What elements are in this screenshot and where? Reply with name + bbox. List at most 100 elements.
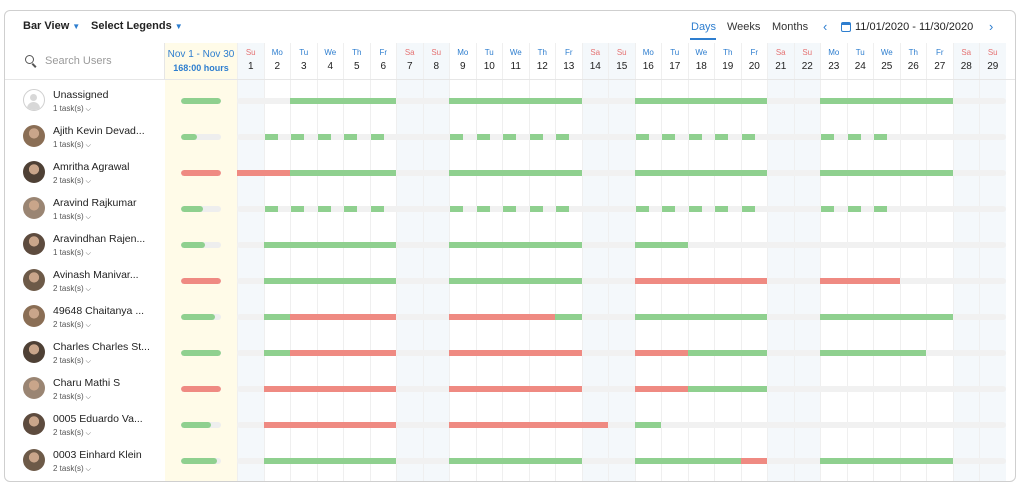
workload-segment[interactable] — [740, 458, 767, 464]
workload-segment-day-6[interactable] — [370, 206, 384, 212]
workload-segment-day-5[interactable] — [344, 206, 358, 212]
workload-segment[interactable] — [290, 314, 396, 320]
workload-segment-day-6[interactable] — [370, 134, 384, 140]
workload-segment-day-18[interactable] — [688, 134, 702, 140]
workload-segment[interactable] — [449, 458, 582, 464]
workload-segment[interactable] — [449, 386, 582, 392]
workload-segment[interactable] — [820, 278, 900, 284]
prev-range-button[interactable]: ‹ — [823, 19, 828, 34]
workload-segment[interactable] — [290, 98, 396, 104]
task-count-toggle[interactable]: 1 task(s) ⌵ — [53, 140, 91, 150]
next-range-button[interactable]: › — [989, 19, 994, 34]
task-count-toggle[interactable]: 2 task(s) ⌵ — [53, 176, 91, 186]
workload-segment[interactable] — [820, 314, 953, 320]
user-row[interactable]: Avinash Manivar... 2 task(s) ⌵ — [5, 263, 165, 299]
user-row[interactable]: Amritha Agrawal 2 task(s) ⌵ — [5, 155, 165, 191]
workload-segment-day-25[interactable] — [874, 206, 888, 212]
user-row[interactable]: Charu Mathi S 2 task(s) ⌵ — [5, 371, 165, 407]
workload-segment-day-10[interactable] — [476, 134, 490, 140]
workload-segment[interactable] — [449, 314, 555, 320]
task-count-toggle[interactable]: 2 task(s) ⌵ — [53, 464, 91, 474]
task-count-toggle[interactable]: 1 task(s) ⌵ — [53, 104, 91, 114]
workload-segment[interactable] — [263, 386, 396, 392]
task-count-toggle[interactable]: 1 task(s) ⌵ — [53, 212, 91, 222]
workload-segment-day-25[interactable] — [874, 134, 888, 140]
workload-segment-day-9[interactable] — [450, 134, 464, 140]
user-row[interactable]: Aravindhan Rajen... 1 task(s) ⌵ — [5, 227, 165, 263]
user-row[interactable]: Ajith Kevin Devad... 1 task(s) ⌵ — [5, 119, 165, 155]
workload-segment-day-12[interactable] — [529, 206, 543, 212]
workload-segment-day-24[interactable] — [847, 206, 861, 212]
workload-segment[interactable] — [449, 350, 582, 356]
workload-segment[interactable] — [237, 170, 290, 176]
workload-segment-day-16[interactable] — [635, 134, 649, 140]
task-count-toggle[interactable]: 2 task(s) ⌵ — [53, 392, 91, 402]
workload-segment-day-13[interactable] — [556, 206, 570, 212]
user-row[interactable]: 49648 Chaitanya ... 2 task(s) ⌵ — [5, 299, 165, 335]
workload-segment-day-3[interactable] — [291, 134, 305, 140]
workload-segment-day-2[interactable] — [264, 206, 278, 212]
workload-segment[interactable] — [687, 350, 767, 356]
workload-segment[interactable] — [290, 350, 396, 356]
workload-segment-day-17[interactable] — [662, 134, 676, 140]
task-count-toggle[interactable]: 2 task(s) ⌵ — [53, 428, 91, 438]
bar-view-dropdown[interactable]: Bar View ▼ — [23, 20, 80, 32]
workload-segment-day-13[interactable] — [556, 134, 570, 140]
workload-segment[interactable] — [290, 170, 396, 176]
tab-weeks[interactable]: Weeks — [727, 21, 761, 33]
workload-segment-day-19[interactable] — [715, 206, 729, 212]
workload-segment[interactable] — [263, 278, 396, 284]
workload-segment-day-11[interactable] — [503, 134, 517, 140]
workload-segment[interactable] — [634, 170, 767, 176]
workload-segment-day-16[interactable] — [635, 206, 649, 212]
workload-segment[interactable] — [634, 242, 688, 248]
workload-segment[interactable] — [634, 350, 688, 356]
user-row[interactable]: Unassigned 1 task(s) ⌵ — [5, 83, 165, 119]
workload-segment-day-17[interactable] — [662, 206, 676, 212]
workload-segment[interactable] — [634, 422, 661, 428]
workload-segment[interactable] — [263, 242, 396, 248]
workload-segment[interactable] — [449, 278, 582, 284]
workload-segment[interactable] — [263, 314, 290, 320]
workload-segment[interactable] — [820, 170, 953, 176]
workload-segment[interactable] — [449, 170, 582, 176]
workload-segment[interactable] — [634, 386, 688, 392]
user-row[interactable]: 0003 Einhard Klein 2 task(s) ⌵ — [5, 443, 165, 479]
workload-segment-day-4[interactable] — [317, 206, 331, 212]
calendar-icon[interactable] — [841, 22, 851, 32]
workload-segment-day-2[interactable] — [264, 134, 278, 140]
user-row[interactable]: 0005 Eduardo Va... 2 task(s) ⌵ — [5, 407, 165, 443]
tab-months[interactable]: Months — [772, 21, 809, 33]
workload-segment[interactable] — [555, 314, 582, 320]
workload-segment-day-19[interactable] — [715, 134, 729, 140]
workload-segment[interactable] — [449, 242, 582, 248]
workload-segment-day-20[interactable] — [741, 134, 755, 140]
task-count-toggle[interactable]: 1 task(s) ⌵ — [53, 248, 91, 258]
workload-segment-day-3[interactable] — [291, 206, 305, 212]
user-row[interactable]: Charles Charles St... 2 task(s) ⌵ — [5, 335, 165, 371]
workload-segment-day-4[interactable] — [317, 134, 331, 140]
workload-segment-day-20[interactable] — [741, 206, 755, 212]
task-count-toggle[interactable]: 2 task(s) ⌵ — [53, 284, 91, 294]
task-count-toggle[interactable]: 2 task(s) ⌵ — [53, 320, 91, 330]
workload-segment-day-23[interactable] — [821, 134, 835, 140]
workload-segment[interactable] — [634, 458, 741, 464]
workload-segment[interactable] — [634, 314, 767, 320]
workload-segment[interactable] — [687, 386, 767, 392]
workload-segment[interactable] — [820, 98, 953, 104]
tab-days[interactable]: Days — [691, 21, 717, 33]
workload-segment-day-5[interactable] — [344, 134, 358, 140]
workload-segment[interactable] — [449, 422, 608, 428]
workload-segment-day-23[interactable] — [821, 206, 835, 212]
workload-segment-day-9[interactable] — [450, 206, 464, 212]
task-count-toggle[interactable]: 2 task(s) ⌵ — [53, 356, 91, 366]
workload-segment[interactable] — [263, 422, 396, 428]
workload-segment-day-24[interactable] — [847, 134, 861, 140]
workload-segment[interactable] — [820, 458, 953, 464]
workload-segment[interactable] — [449, 98, 582, 104]
user-row[interactable]: Aravind Rajkumar 1 task(s) ⌵ — [5, 191, 165, 227]
workload-segment[interactable] — [263, 350, 290, 356]
workload-segment[interactable] — [820, 350, 926, 356]
workload-segment[interactable] — [634, 278, 767, 284]
workload-segment-day-18[interactable] — [688, 206, 702, 212]
